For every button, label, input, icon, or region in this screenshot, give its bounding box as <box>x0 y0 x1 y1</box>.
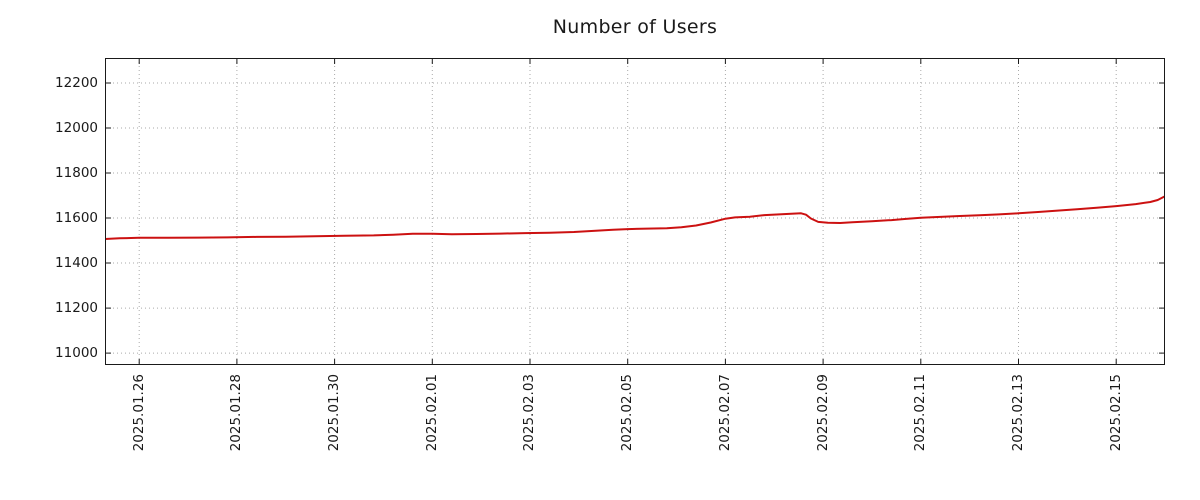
y-tick-label: 11600 <box>55 210 98 227</box>
x-tick-label: 2025.02.07 <box>716 374 733 452</box>
x-tick-label: 2025.01.26 <box>130 374 147 452</box>
y-tick-label: 11000 <box>55 345 98 362</box>
x-tick-label: 2025.02.15 <box>1107 374 1124 452</box>
y-tick-label: 11800 <box>55 165 98 181</box>
y-tick-label: 11200 <box>55 300 98 317</box>
x-tick-label: 2025.01.30 <box>326 374 343 452</box>
y-tick-label: 12000 <box>55 119 98 136</box>
y-tick-label: 12200 <box>55 74 98 91</box>
x-tick-label: 2025.01.28 <box>228 374 245 452</box>
plot-area <box>105 58 1165 365</box>
plot-frame <box>105 58 1165 365</box>
x-tick-label: 2025.02.09 <box>814 374 831 452</box>
x-tick-label: 2025.02.01 <box>423 374 440 452</box>
x-tick-label: 2025.02.03 <box>521 374 538 452</box>
x-tick-label: 2025.02.13 <box>1009 374 1026 452</box>
x-tick-label: 2025.02.11 <box>912 374 929 452</box>
chart-title: Number of Users <box>552 16 718 38</box>
y-tick-label: 11400 <box>55 255 98 272</box>
series-line-users <box>105 195 1165 240</box>
x-tick-label: 2025.02.05 <box>619 374 636 452</box>
